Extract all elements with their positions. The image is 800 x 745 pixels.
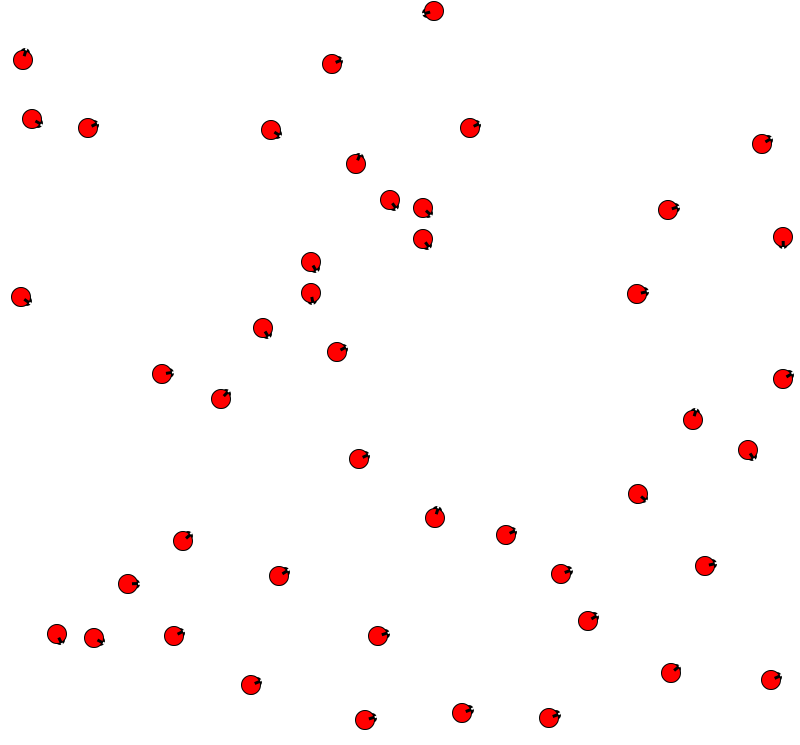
marker xyxy=(496,525,516,545)
marker-notch xyxy=(132,582,138,585)
marker xyxy=(539,708,559,728)
marker xyxy=(261,120,281,140)
marker xyxy=(253,318,273,338)
marker xyxy=(658,200,678,220)
marker xyxy=(47,624,67,644)
marker xyxy=(695,556,715,576)
marker xyxy=(761,670,781,690)
marker xyxy=(22,109,42,129)
marker xyxy=(368,626,388,646)
marker-notch xyxy=(782,241,785,247)
marker xyxy=(452,703,472,723)
marker xyxy=(551,564,571,584)
marker xyxy=(84,628,104,648)
marker xyxy=(627,284,647,304)
marker xyxy=(78,118,98,138)
marker xyxy=(322,54,342,74)
scatter-chart xyxy=(0,0,800,745)
marker xyxy=(460,118,480,138)
marker xyxy=(738,440,758,460)
marker xyxy=(164,626,184,646)
marker xyxy=(349,449,369,469)
marker xyxy=(301,252,321,272)
marker xyxy=(355,710,375,730)
marker xyxy=(241,675,261,695)
